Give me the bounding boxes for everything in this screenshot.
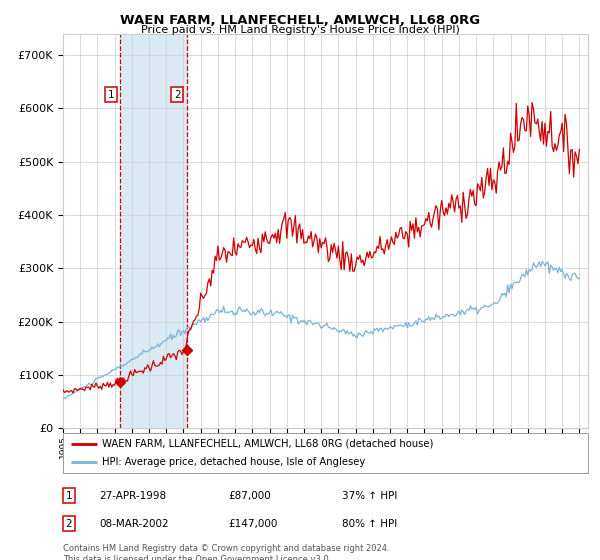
Text: £147,000: £147,000 [228, 519, 277, 529]
Text: Contains HM Land Registry data © Crown copyright and database right 2024.
This d: Contains HM Land Registry data © Crown c… [63, 544, 389, 560]
Text: 27-APR-1998: 27-APR-1998 [99, 491, 166, 501]
Text: WAEN FARM, LLANFECHELL, AMLWCH, LL68 0RG (detached house): WAEN FARM, LLANFECHELL, AMLWCH, LL68 0RG… [103, 439, 434, 449]
Text: HPI: Average price, detached house, Isle of Anglesey: HPI: Average price, detached house, Isle… [103, 458, 365, 467]
Text: WAEN FARM, LLANFECHELL, AMLWCH, LL68 0RG: WAEN FARM, LLANFECHELL, AMLWCH, LL68 0RG [120, 14, 480, 27]
Text: 2: 2 [65, 519, 73, 529]
Text: £87,000: £87,000 [228, 491, 271, 501]
Text: 2: 2 [174, 90, 181, 100]
Text: 80% ↑ HPI: 80% ↑ HPI [342, 519, 397, 529]
Text: 1: 1 [65, 491, 73, 501]
Text: Price paid vs. HM Land Registry's House Price Index (HPI): Price paid vs. HM Land Registry's House … [140, 25, 460, 35]
Text: 1: 1 [107, 90, 114, 100]
Text: 37% ↑ HPI: 37% ↑ HPI [342, 491, 397, 501]
Bar [120, 34, 187, 428]
Text: 08-MAR-2002: 08-MAR-2002 [99, 519, 169, 529]
